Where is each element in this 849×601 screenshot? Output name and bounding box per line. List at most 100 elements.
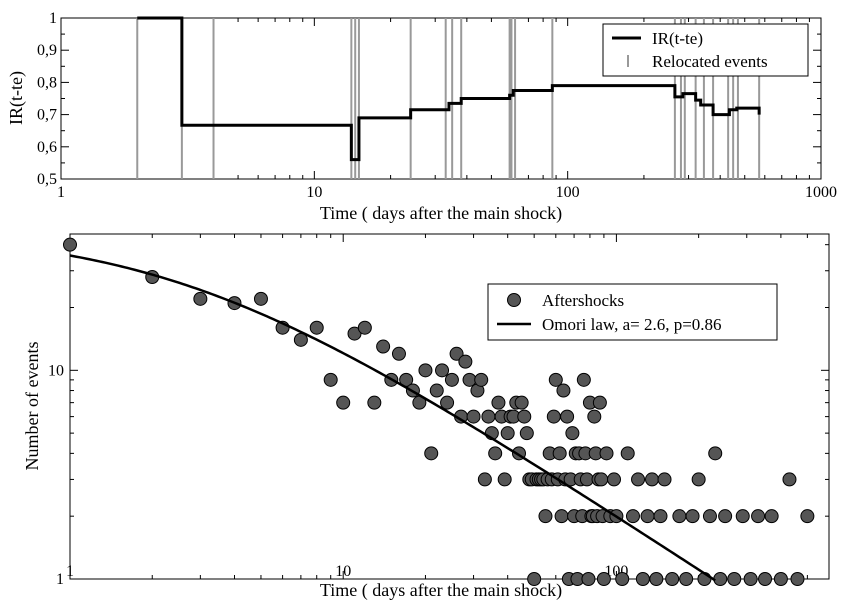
aftershock-point	[576, 372, 591, 387]
aftershock-point	[596, 572, 611, 586]
aftershock-point	[735, 509, 750, 524]
aftershock-point	[565, 426, 580, 441]
aftershock-point	[481, 409, 496, 424]
bottom-plot-frame	[69, 233, 830, 580]
aftershock-point	[323, 372, 338, 387]
aftershock-point	[649, 572, 664, 586]
top-y-tick-label: 0,7	[37, 107, 57, 124]
aftershock-point	[514, 395, 529, 410]
top-y-tick-label: 0,5	[37, 171, 57, 188]
top-x-tick-label: 1	[57, 184, 65, 201]
aftershock-point	[615, 572, 630, 586]
aftershock-point	[556, 383, 571, 398]
aftershock-point	[554, 509, 569, 524]
aftershock-point	[63, 237, 77, 252]
top-legend-relocated-label: Relocated events	[652, 52, 768, 71]
aftershock-point	[546, 409, 561, 424]
aftershock-point	[488, 446, 503, 461]
bottom-legend-aftershocks-label: Aftershocks	[542, 291, 624, 310]
aftershock-point	[764, 509, 779, 524]
aftershock-point	[435, 363, 450, 378]
aftershock-point	[552, 446, 567, 461]
aftershock-point	[620, 446, 635, 461]
top-legend-box	[602, 23, 809, 77]
top-x-tick-label: 1000	[805, 184, 837, 201]
aftershock-point	[594, 472, 609, 487]
aftershock-point	[440, 395, 455, 410]
aftershock-point	[672, 509, 687, 524]
top-chart: 1 10 100 1000 0,5 0,6 0,7 0,8 0,9 1 IR(t-te) Time…	[6, 10, 837, 224]
aftershock-point	[474, 372, 489, 387]
top-y-tick-label: 0,8	[37, 74, 57, 91]
omori-law-curve	[69, 254, 716, 582]
aftershock-point	[691, 472, 706, 487]
aftershock-point	[592, 395, 607, 410]
aftershock-point	[500, 426, 515, 441]
aftershock-point	[708, 446, 723, 461]
aftershock-point	[538, 509, 553, 524]
bottom-y-tick-label: 1	[56, 571, 64, 588]
aftershock-point	[376, 339, 391, 354]
aftershock-point	[679, 572, 694, 586]
top-x-tick-label: 100	[556, 184, 580, 201]
aftershock-point	[391, 346, 406, 361]
bottom-omori-curve	[69, 254, 716, 582]
bottom-x-tick-label: 10	[335, 563, 351, 580]
bottom-legend-box	[487, 283, 778, 341]
aftershock-point	[253, 291, 268, 306]
aftershock-point	[645, 472, 660, 487]
aftershock-point	[743, 572, 758, 586]
top-x-tick-label: 10	[306, 184, 322, 201]
aftershock-point	[193, 291, 208, 306]
bottom-legend-omori-label: Omori law, a= 2.6, p=0.86	[542, 315, 722, 334]
aftershock-point	[367, 395, 382, 410]
aftershock-point	[491, 395, 506, 410]
aftershock-point	[599, 446, 614, 461]
aftershock-point	[519, 426, 534, 441]
aftershock-point	[685, 509, 700, 524]
aftershock-point	[653, 509, 668, 524]
aftershock-point	[418, 363, 433, 378]
aftershock-point	[727, 572, 742, 586]
aftershock-point	[579, 472, 594, 487]
aftershock-point	[631, 472, 646, 487]
ir-step-line	[137, 16, 761, 162]
aftershock-point	[517, 409, 532, 424]
aftershock-point	[773, 572, 788, 586]
bottom-y-tick-label: 10	[48, 362, 64, 379]
aftershock-point	[790, 572, 805, 586]
aftershock-point	[466, 409, 481, 424]
top-legend-ir-label: IR(t-te)	[652, 29, 703, 48]
aftershock-point	[782, 472, 797, 487]
aftershock-point	[449, 346, 464, 361]
top-y-tick-label: 1	[49, 10, 57, 27]
top-y-tick-label: 0,9	[37, 42, 57, 59]
aftershock-point	[497, 472, 512, 487]
aftershock-point	[800, 509, 815, 524]
aftershock-point	[587, 409, 602, 424]
aftershock-point	[640, 509, 655, 524]
aftershock-point	[665, 572, 680, 586]
aftershock-point	[424, 446, 439, 461]
aftershock-point	[477, 472, 492, 487]
aftershock-point	[625, 509, 640, 524]
aftershock-point	[657, 472, 672, 487]
bottom-x-axis-label: Time ( days after the main shock)	[320, 580, 562, 601]
bottom-y-axis-label: Number of events	[22, 342, 42, 471]
aftershock-point	[702, 509, 717, 524]
top-ir-step-line	[137, 16, 761, 162]
aftershock-point	[548, 372, 563, 387]
top-y-axis-label: IR(t-te)	[6, 71, 27, 125]
aftershock-point	[458, 354, 473, 369]
aftershock-point	[607, 472, 622, 487]
top-y-tick-label: 0,6	[37, 139, 57, 156]
top-x-axis-label: Time ( days after the main shock)	[320, 203, 562, 224]
aftershock-point	[713, 572, 728, 586]
aftershock-point	[635, 572, 650, 586]
aftershock-point	[560, 409, 575, 424]
bottom-legend: Aftershocks Omori law, a= 2.6, p=0.86	[487, 283, 778, 341]
aftershock-point	[357, 320, 372, 335]
aftershock-point	[581, 572, 596, 586]
